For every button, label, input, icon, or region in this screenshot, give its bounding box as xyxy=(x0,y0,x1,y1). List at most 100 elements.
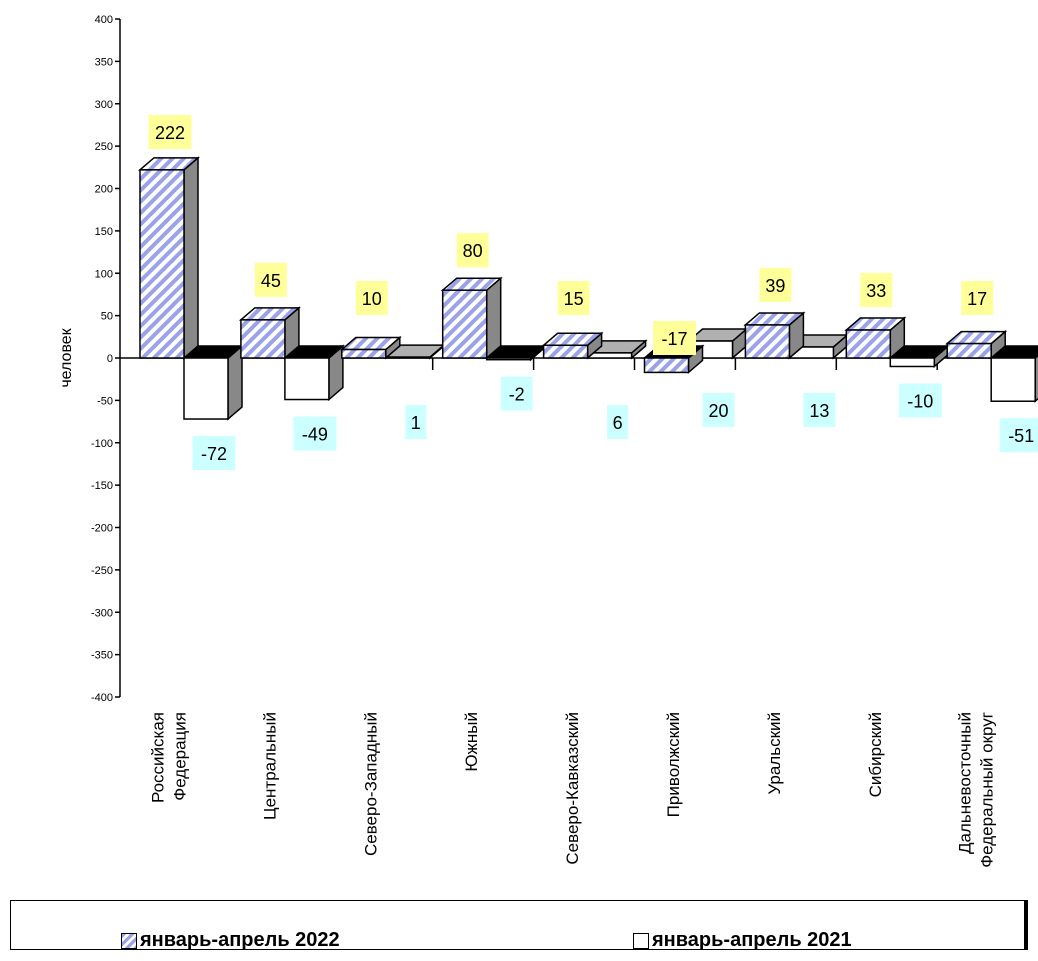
bar-2022 xyxy=(743,311,806,360)
category-label-line: Приволжский xyxy=(664,712,683,817)
bar-2022-side xyxy=(183,156,199,360)
bar-2022-front xyxy=(744,324,791,359)
bar-2021-front xyxy=(385,356,431,359)
bar-2022-front xyxy=(441,289,488,359)
data-label-2022: 80 xyxy=(456,233,489,268)
bar-chart: -400 -350 -300 -250 -200 -150 -100 -50 0 50 100 150… xyxy=(58,14,1038,868)
data-label-2022-bg xyxy=(148,115,192,149)
data-label-2022-text: 45 xyxy=(261,271,281,291)
data-label-2021-text: -49 xyxy=(302,425,328,445)
category-label-line: Уральский xyxy=(765,712,784,795)
bar-2022 xyxy=(541,331,604,360)
data-label-2022-bg xyxy=(860,273,893,308)
category-label: Северо-Западный xyxy=(361,712,380,856)
data-label-2021-bg xyxy=(702,393,735,427)
bar-2022-front xyxy=(845,329,892,359)
data-label-2021: 13 xyxy=(803,393,836,427)
bar-2022-front xyxy=(240,319,286,359)
data-label-2022: -17 xyxy=(653,321,696,355)
category-label: Сибирский xyxy=(866,712,885,797)
bar-2021-front xyxy=(990,357,1036,402)
data-label-2022-bg xyxy=(557,281,590,315)
y-tick-label: -300 xyxy=(91,607,113,619)
data-label-2022-bg xyxy=(456,233,489,268)
bar-2021-front xyxy=(284,357,330,401)
data-label-2021: -10 xyxy=(898,383,942,418)
data-label-2022-bg xyxy=(355,281,388,315)
y-tick-label: 300 xyxy=(95,99,113,111)
data-label-2022: 17 xyxy=(961,281,994,315)
data-label-2021-text: -10 xyxy=(907,391,933,411)
y-tick-label: 250 xyxy=(95,141,113,153)
data-label-2022-text: 222 xyxy=(155,123,185,143)
category-label-line: Центральный xyxy=(260,712,279,820)
data-label-2021-bg xyxy=(293,416,337,451)
data-label-2021: 1 xyxy=(405,405,427,439)
data-label-2021: -72 xyxy=(192,436,236,471)
category-label-line: Северо-Кавказский xyxy=(563,712,582,865)
y-tick-label: 150 xyxy=(95,226,113,238)
legend-item-2021: январь-апрель 2021 xyxy=(633,929,852,952)
data-label-2022: 33 xyxy=(860,273,893,308)
legend-item-2022: январь-апрель 2022 xyxy=(121,929,340,952)
category-label: Российская Федерация xyxy=(148,712,189,803)
category-label-line: Федерация xyxy=(170,712,189,801)
data-label-2021: -49 xyxy=(293,416,337,451)
data-label-2022: 222 xyxy=(148,115,192,149)
data-label-2021-text: 1 xyxy=(411,413,421,433)
category-label-line: Российская xyxy=(148,712,167,803)
data-label-2021-text: -72 xyxy=(201,444,227,464)
bar-2022 xyxy=(137,156,201,360)
data-label-2021-text: 6 xyxy=(613,413,623,433)
data-label-2022-bg xyxy=(961,281,994,315)
data-label-2022: 15 xyxy=(557,281,590,315)
data-label-2021: -51 xyxy=(999,418,1038,453)
bar-2021 xyxy=(181,344,245,421)
bar-2022-front xyxy=(139,169,185,359)
bar-2022-front xyxy=(542,344,589,359)
y-tick-label: 200 xyxy=(95,184,113,196)
bar-2022 xyxy=(339,335,402,360)
data-label-2021-bg xyxy=(500,376,533,411)
y-tick-label: 350 xyxy=(95,56,113,68)
data-label-2022-bg xyxy=(759,267,792,302)
category-label-line: Южный xyxy=(462,712,481,772)
legend: январь-апрель 2022 январь-апрель 2021 xyxy=(10,900,1028,952)
data-label-2021-text: 13 xyxy=(809,401,829,421)
y-tick-label: -250 xyxy=(91,565,113,577)
data-label-2021-bg xyxy=(607,405,629,439)
bar-2021-front xyxy=(183,357,229,420)
data-label-2022: 39 xyxy=(759,267,792,302)
data-label-2022-text: 10 xyxy=(362,289,382,309)
data-label-2022-bg xyxy=(254,262,287,297)
y-tick-label: -150 xyxy=(91,480,113,492)
bar-2022-front xyxy=(643,357,690,374)
bar-2021-front xyxy=(586,352,633,359)
bar-2022 xyxy=(945,329,1008,360)
y-tick-label: -350 xyxy=(91,650,113,662)
data-label-2022: 45 xyxy=(254,262,287,297)
bar-2021-front xyxy=(485,357,532,361)
y-tick-label: 100 xyxy=(95,268,113,280)
data-label-2021: -2 xyxy=(500,376,533,411)
data-label-2021-text: 20 xyxy=(708,401,728,421)
y-tick-label: 50 xyxy=(101,311,113,323)
data-label-2022-text: 39 xyxy=(765,276,785,296)
category-label-line: Северо-Западный xyxy=(361,712,380,856)
bar-2022-front xyxy=(946,342,992,359)
category-label: Уральский xyxy=(765,712,784,795)
y-tick-label: 0 xyxy=(107,353,113,365)
data-label-2022-bg xyxy=(653,321,696,355)
data-label-2021-bg xyxy=(405,405,427,439)
bar-2022 xyxy=(238,306,301,360)
data-label-2021-bg xyxy=(192,436,236,471)
category-label-line: Федеральный округ xyxy=(978,712,997,868)
bar-2021 xyxy=(282,344,345,402)
legend-label-2021: январь-апрель 2021 xyxy=(652,929,852,951)
category-label-line: Сибирский xyxy=(866,712,885,797)
bar-2021-front xyxy=(889,357,936,368)
bar-2022 xyxy=(844,316,907,360)
y-tick-label: -50 xyxy=(97,395,113,407)
data-label-2021-bg xyxy=(999,418,1038,453)
data-label-2022-text: 15 xyxy=(564,289,584,309)
